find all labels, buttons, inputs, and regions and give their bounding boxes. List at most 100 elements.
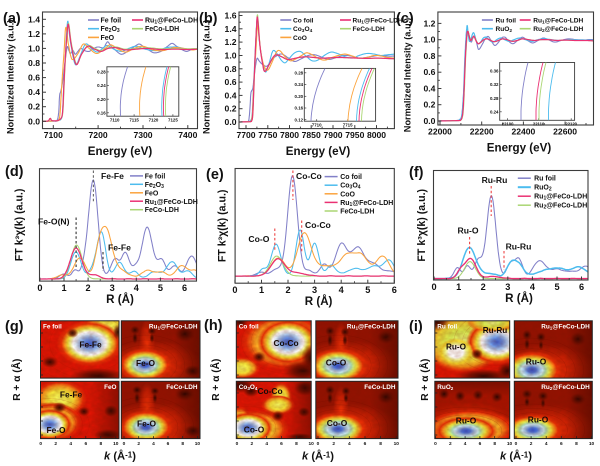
svg-text:1.0: 1.0 xyxy=(225,51,237,61)
svg-text:1: 1 xyxy=(456,282,461,292)
svg-text:22600: 22600 xyxy=(553,127,577,137)
svg-text:Co3O4: Co3O4 xyxy=(293,26,313,34)
svg-text:RuO2: RuO2 xyxy=(496,26,513,34)
svg-text:4: 4 xyxy=(545,441,548,447)
svg-text:7715: 7715 xyxy=(343,122,353,127)
svg-text:7900: 7900 xyxy=(323,130,342,140)
svg-text:22400: 22400 xyxy=(511,127,535,137)
svg-text:1.2: 1.2 xyxy=(225,37,237,47)
svg-text:10: 10 xyxy=(507,441,513,447)
svg-text:22120: 22120 xyxy=(565,122,577,127)
svg-text:Fe-Fe: Fe-Fe xyxy=(101,171,124,181)
svg-text:4: 4 xyxy=(464,441,467,447)
svg-text:Ru2@FeCo-LDH: Ru2@FeCo-LDH xyxy=(533,26,583,34)
svg-text:Fe2O3: Fe2O3 xyxy=(101,26,120,34)
svg-text:2: 2 xyxy=(449,441,452,447)
svg-text:0.0: 0.0 xyxy=(225,117,237,127)
svg-text:Fe2O3: Fe2O3 xyxy=(145,182,164,190)
svg-text:22100: 22100 xyxy=(502,122,514,127)
svg-text:7300: 7300 xyxy=(133,130,152,140)
svg-text:Co-Co: Co-Co xyxy=(305,220,331,230)
svg-text:Normalized Intensity (a.u.): Normalized Intensity (a.u.) xyxy=(202,20,212,134)
svg-text:2: 2 xyxy=(285,285,290,295)
svg-text:0.28: 0.28 xyxy=(97,70,106,75)
svg-text:6: 6 xyxy=(167,441,170,447)
svg-text:FeO: FeO xyxy=(104,384,116,391)
svg-text:7200: 7200 xyxy=(89,130,108,140)
svg-text:5: 5 xyxy=(365,285,370,295)
svg-text:0.4: 0.4 xyxy=(423,84,435,94)
svg-text:0.0: 0.0 xyxy=(28,116,40,126)
svg-text:1.0: 1.0 xyxy=(28,43,40,53)
svg-text:Co-Co: Co-Co xyxy=(296,171,322,181)
svg-text:0.36: 0.36 xyxy=(490,69,499,74)
svg-text:2: 2 xyxy=(54,441,57,447)
svg-text:6: 6 xyxy=(392,285,397,295)
svg-text:Ru1@FeCo-LDH: Ru1@FeCo-LDH xyxy=(353,17,403,25)
svg-text:5: 5 xyxy=(554,282,559,292)
svg-text:7700: 7700 xyxy=(236,130,255,140)
svg-text:0.2: 0.2 xyxy=(225,104,237,114)
svg-text:10: 10 xyxy=(394,441,400,447)
svg-text:10: 10 xyxy=(113,441,119,447)
svg-text:8: 8 xyxy=(575,441,578,447)
svg-text:0.6: 0.6 xyxy=(225,77,237,87)
svg-text:0.4: 0.4 xyxy=(28,87,40,97)
svg-text:FeCo-LDH: FeCo-LDH xyxy=(166,384,198,391)
svg-text:0: 0 xyxy=(515,441,518,447)
svg-text:Energy (eV): Energy (eV) xyxy=(286,145,351,158)
svg-text:Fe foil: Fe foil xyxy=(145,173,166,180)
svg-text:4: 4 xyxy=(265,441,268,447)
svg-text:Ru1@FeCo-LDH: Ru1@FeCo-LDH xyxy=(145,199,198,207)
svg-text:8: 8 xyxy=(295,441,298,447)
svg-text:10: 10 xyxy=(195,441,201,447)
svg-text:0.16: 0.16 xyxy=(97,110,106,115)
svg-text:0.8: 0.8 xyxy=(28,58,40,68)
svg-text:0.8: 0.8 xyxy=(423,51,435,61)
svg-text:FT k³χ(k) (a.u.): FT k³χ(k) (a.u.) xyxy=(14,189,26,262)
svg-text:0: 0 xyxy=(432,282,437,292)
svg-text:0.6: 0.6 xyxy=(423,67,435,77)
svg-text:0.24: 0.24 xyxy=(97,83,106,88)
svg-text:Ru-Ru: Ru-Ru xyxy=(482,175,508,185)
svg-text:R (Å): R (Å) xyxy=(505,292,533,305)
svg-text:Fe-Fe: Fe-Fe xyxy=(108,243,131,253)
svg-text:4: 4 xyxy=(152,441,155,447)
svg-text:(e): (e) xyxy=(206,167,224,183)
svg-text:0.2: 0.2 xyxy=(28,102,40,112)
svg-text:6: 6 xyxy=(560,441,563,447)
svg-text:R + α (Å): R + α (Å) xyxy=(209,359,222,401)
svg-text:1.4: 1.4 xyxy=(28,14,40,24)
svg-text:Normalized Intensity (a.u.): Normalized Intensity (a.u.) xyxy=(403,18,413,132)
svg-text:FT k³χ(k) (a.u.): FT k³χ(k) (a.u.) xyxy=(216,190,228,263)
svg-text:Ru-O: Ru-O xyxy=(458,226,479,236)
svg-text:6: 6 xyxy=(479,441,482,447)
svg-text:0.6: 0.6 xyxy=(28,73,40,83)
svg-text:(a): (a) xyxy=(3,11,21,27)
svg-text:22000: 22000 xyxy=(428,127,452,137)
svg-text:2: 2 xyxy=(332,441,335,447)
svg-text:(d): (d) xyxy=(5,164,24,180)
svg-text:Ru foil: Ru foil xyxy=(437,323,457,330)
svg-text:Ru1@FeCo-LDH: Ru1@FeCo-LDH xyxy=(145,17,198,25)
svg-text:3: 3 xyxy=(312,285,317,295)
svg-text:FeO: FeO xyxy=(145,190,159,197)
svg-text:Energy (eV): Energy (eV) xyxy=(487,142,552,155)
svg-text:k (Å-1): k (Å-1) xyxy=(500,450,532,463)
svg-text:R (Å): R (Å) xyxy=(106,293,134,306)
svg-text:4: 4 xyxy=(134,283,140,293)
svg-text:10: 10 xyxy=(589,441,595,447)
svg-text:RuO2: RuO2 xyxy=(437,384,454,391)
svg-text:CoO: CoO xyxy=(340,191,355,198)
svg-text:8: 8 xyxy=(181,441,184,447)
svg-text:4: 4 xyxy=(339,285,345,295)
svg-text:1.2: 1.2 xyxy=(423,18,435,28)
svg-text:2: 2 xyxy=(530,441,533,447)
svg-text:4: 4 xyxy=(530,282,536,292)
svg-text:FeCo-LDH: FeCo-LDH xyxy=(145,207,179,214)
svg-text:1.4: 1.4 xyxy=(225,24,237,34)
svg-text:FeCo-LDH: FeCo-LDH xyxy=(340,209,374,216)
svg-text:0.32: 0.32 xyxy=(490,82,499,87)
svg-text:8: 8 xyxy=(379,441,382,447)
svg-text:Fe foil: Fe foil xyxy=(43,323,62,330)
